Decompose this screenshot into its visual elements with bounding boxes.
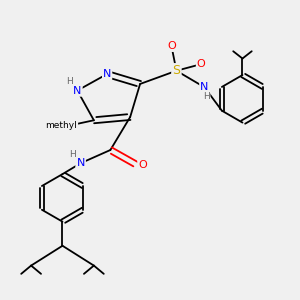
Text: N: N — [73, 85, 82, 96]
Text: H: H — [66, 77, 73, 86]
Text: H: H — [203, 92, 209, 101]
Text: N: N — [73, 85, 82, 96]
Text: N: N — [200, 82, 209, 92]
Text: N: N — [103, 69, 111, 79]
Text: O: O — [138, 160, 147, 170]
Text: O: O — [138, 160, 147, 170]
Text: N: N — [76, 158, 85, 168]
Text: N: N — [76, 158, 85, 168]
Text: O: O — [167, 41, 176, 51]
Text: H: H — [69, 151, 76, 160]
Text: H: H — [66, 77, 73, 86]
Text: S: S — [172, 64, 180, 77]
Text: H: H — [69, 151, 76, 160]
Text: N: N — [200, 82, 209, 92]
Text: N: N — [103, 69, 111, 79]
Text: H: H — [203, 92, 209, 101]
Text: O: O — [197, 59, 206, 69]
Text: O: O — [197, 59, 206, 69]
Text: O: O — [167, 41, 176, 51]
Text: methyl: methyl — [46, 121, 77, 130]
Text: S: S — [172, 64, 180, 77]
